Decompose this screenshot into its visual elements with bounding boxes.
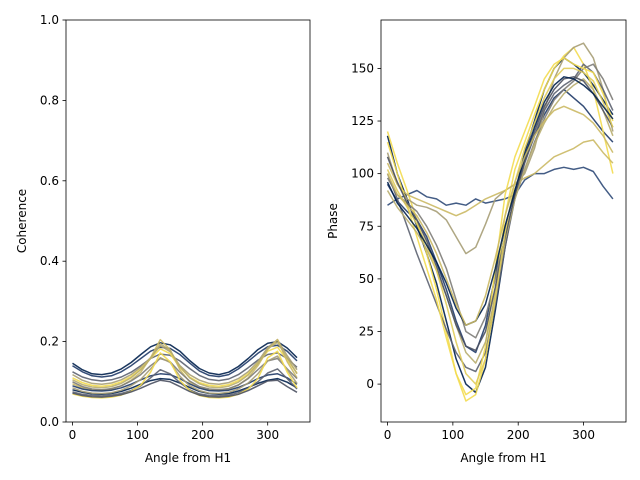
series-line bbox=[386, 57, 614, 396]
x-axis-label: Angle from H1 bbox=[145, 451, 231, 465]
x-tick-label: 300 bbox=[256, 428, 279, 442]
series-line bbox=[386, 57, 614, 394]
y-tick-label: 0.2 bbox=[40, 335, 59, 349]
series-line bbox=[72, 340, 298, 376]
x-tick-label: 200 bbox=[191, 428, 214, 442]
y-tick-label: 125 bbox=[351, 114, 374, 128]
y-axis-label: Phase bbox=[326, 203, 340, 239]
y-tick-label: 50 bbox=[359, 272, 374, 286]
coherence-chart: 0 100 200 300 0.0 0.2 0.4 0.6 0.8 1.0 Angle from H… bbox=[15, 13, 311, 465]
series-line bbox=[386, 63, 614, 339]
series-group bbox=[72, 338, 298, 399]
y-tick-label: 0 bbox=[366, 377, 374, 391]
x-tick-label: 300 bbox=[572, 428, 595, 442]
series-line bbox=[386, 139, 614, 217]
series-line bbox=[386, 76, 614, 326]
axes-frame bbox=[65, 19, 311, 423]
series-line bbox=[386, 78, 614, 364]
series-line bbox=[72, 344, 298, 378]
series-line bbox=[386, 76, 614, 352]
x-tick-label: 200 bbox=[507, 428, 530, 442]
y-tick-label: 0.0 bbox=[40, 415, 59, 429]
x-tick-label: 0 bbox=[69, 428, 77, 442]
series-line bbox=[72, 338, 298, 385]
y-axis-label: Coherence bbox=[15, 189, 29, 253]
y-tick-label: 25 bbox=[359, 324, 374, 338]
y-tick-label: 100 bbox=[351, 167, 374, 181]
series-line bbox=[72, 355, 298, 395]
series-group bbox=[386, 42, 614, 402]
series-line bbox=[72, 341, 298, 389]
series-line bbox=[386, 63, 614, 373]
x-tick-label: 100 bbox=[441, 428, 464, 442]
series-line bbox=[386, 105, 614, 326]
phase-chart: 0 100 200 300 0 25 50 75 100 125 150 Angle from H1 P… bbox=[326, 19, 627, 465]
axes-frame bbox=[380, 19, 627, 423]
series-line bbox=[72, 379, 298, 398]
y-tick-label: 150 bbox=[351, 61, 374, 75]
series-line bbox=[386, 42, 614, 255]
series-line bbox=[387, 166, 614, 206]
series-line bbox=[386, 88, 614, 354]
series-line bbox=[72, 357, 298, 391]
y-tick-label: 0.4 bbox=[40, 254, 59, 268]
y-tick-label: 75 bbox=[359, 219, 374, 233]
y-tick-label: 0.6 bbox=[40, 174, 59, 188]
x-tick-label: 0 bbox=[384, 428, 392, 442]
x-axis-label: Angle from H1 bbox=[460, 451, 546, 465]
y-tick-label: 0.8 bbox=[40, 93, 59, 107]
x-tick-label: 100 bbox=[126, 428, 149, 442]
y-tick-label: 1.0 bbox=[40, 13, 59, 27]
series-line bbox=[72, 350, 298, 399]
